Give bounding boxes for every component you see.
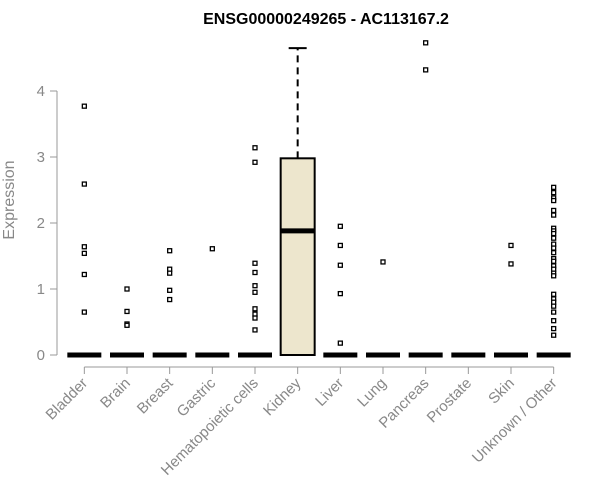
outlier-point — [551, 258, 557, 264]
outlier-point — [551, 245, 557, 251]
outlier-point — [551, 184, 557, 191]
outlier-point — [252, 306, 258, 312]
outlier-point — [551, 309, 557, 315]
outlier-point — [551, 332, 557, 338]
y-tick-label: 0 — [37, 347, 45, 364]
category-label: Bladder — [43, 375, 92, 424]
outlier-point — [551, 197, 557, 204]
outlier-point — [252, 269, 258, 276]
box-bladder — [67, 103, 102, 358]
outlier-point — [551, 273, 557, 279]
outlier-point — [252, 159, 258, 165]
outlier-point — [337, 242, 343, 249]
outlier-point — [81, 309, 87, 315]
category-label: Breast — [134, 374, 177, 417]
outlier-point — [337, 290, 343, 297]
outlier-point — [551, 207, 557, 214]
outlier-point — [423, 67, 429, 73]
outlier-point — [252, 283, 258, 289]
x-axis — [83, 366, 555, 374]
category-label: Prostate — [424, 375, 476, 427]
outlier-point — [551, 235, 557, 241]
chart-title: ENSG00000249265 - AC113167.2 — [203, 11, 449, 28]
outlier-point — [81, 103, 87, 109]
boxes-layer — [67, 40, 571, 358]
outlier-point — [124, 308, 130, 315]
outlier-point — [81, 250, 87, 257]
outlier-point — [551, 212, 557, 218]
outlier-point — [167, 296, 173, 303]
outlier-point — [167, 270, 173, 276]
box-brain — [110, 286, 144, 358]
outlier-point — [551, 291, 557, 297]
box-kidney — [279, 47, 316, 356]
box-unknown-other — [536, 184, 571, 358]
outlier-point — [551, 230, 557, 237]
outlier-point — [81, 271, 87, 278]
outlier-point — [167, 287, 173, 293]
outlier-point — [380, 259, 386, 265]
outlier-point — [551, 318, 557, 324]
box-iqr — [279, 157, 316, 356]
outlier-point — [252, 327, 258, 333]
outlier-point — [252, 315, 258, 321]
y-axis-label: Expression — [1, 160, 18, 239]
category-label: Lung — [354, 375, 390, 411]
outlier-point — [423, 40, 429, 46]
box-skin — [494, 242, 528, 358]
outlier-point — [508, 261, 514, 267]
category-label: Skin — [485, 375, 518, 408]
box-pancreas — [408, 40, 443, 358]
outlier-point — [337, 340, 343, 346]
outlier-point — [337, 262, 343, 268]
outlier-point — [252, 145, 258, 151]
box-breast — [152, 248, 187, 358]
y-tick-label: 2 — [37, 215, 45, 232]
outlier-point — [508, 242, 514, 249]
outlier-point — [167, 248, 173, 254]
box-liver — [323, 223, 358, 358]
outlier-point — [252, 260, 258, 266]
outlier-point — [551, 325, 557, 332]
outlier-point — [124, 322, 130, 328]
box-lung — [366, 259, 400, 358]
outlier-point — [551, 303, 557, 309]
box-gastric — [195, 246, 230, 358]
outlier-point — [252, 289, 258, 295]
outlier-point — [81, 181, 87, 187]
outlier-point — [337, 223, 343, 229]
outlier-point — [209, 246, 215, 252]
box-hematopoietic-cells — [238, 145, 272, 358]
category-label: Liver — [312, 375, 347, 410]
category-label: Brain — [97, 375, 134, 412]
y-tick-label: 1 — [37, 281, 45, 298]
outlier-point — [124, 286, 130, 292]
category-label: Kidney — [260, 374, 305, 419]
outlier-point — [551, 189, 557, 196]
outlier-point — [81, 244, 87, 250]
outlier-point — [551, 250, 557, 256]
y-tick-label: 4 — [37, 83, 45, 100]
y-axis: 0 1 2 3 4 — [37, 83, 58, 364]
y-tick-label: 3 — [37, 149, 45, 166]
